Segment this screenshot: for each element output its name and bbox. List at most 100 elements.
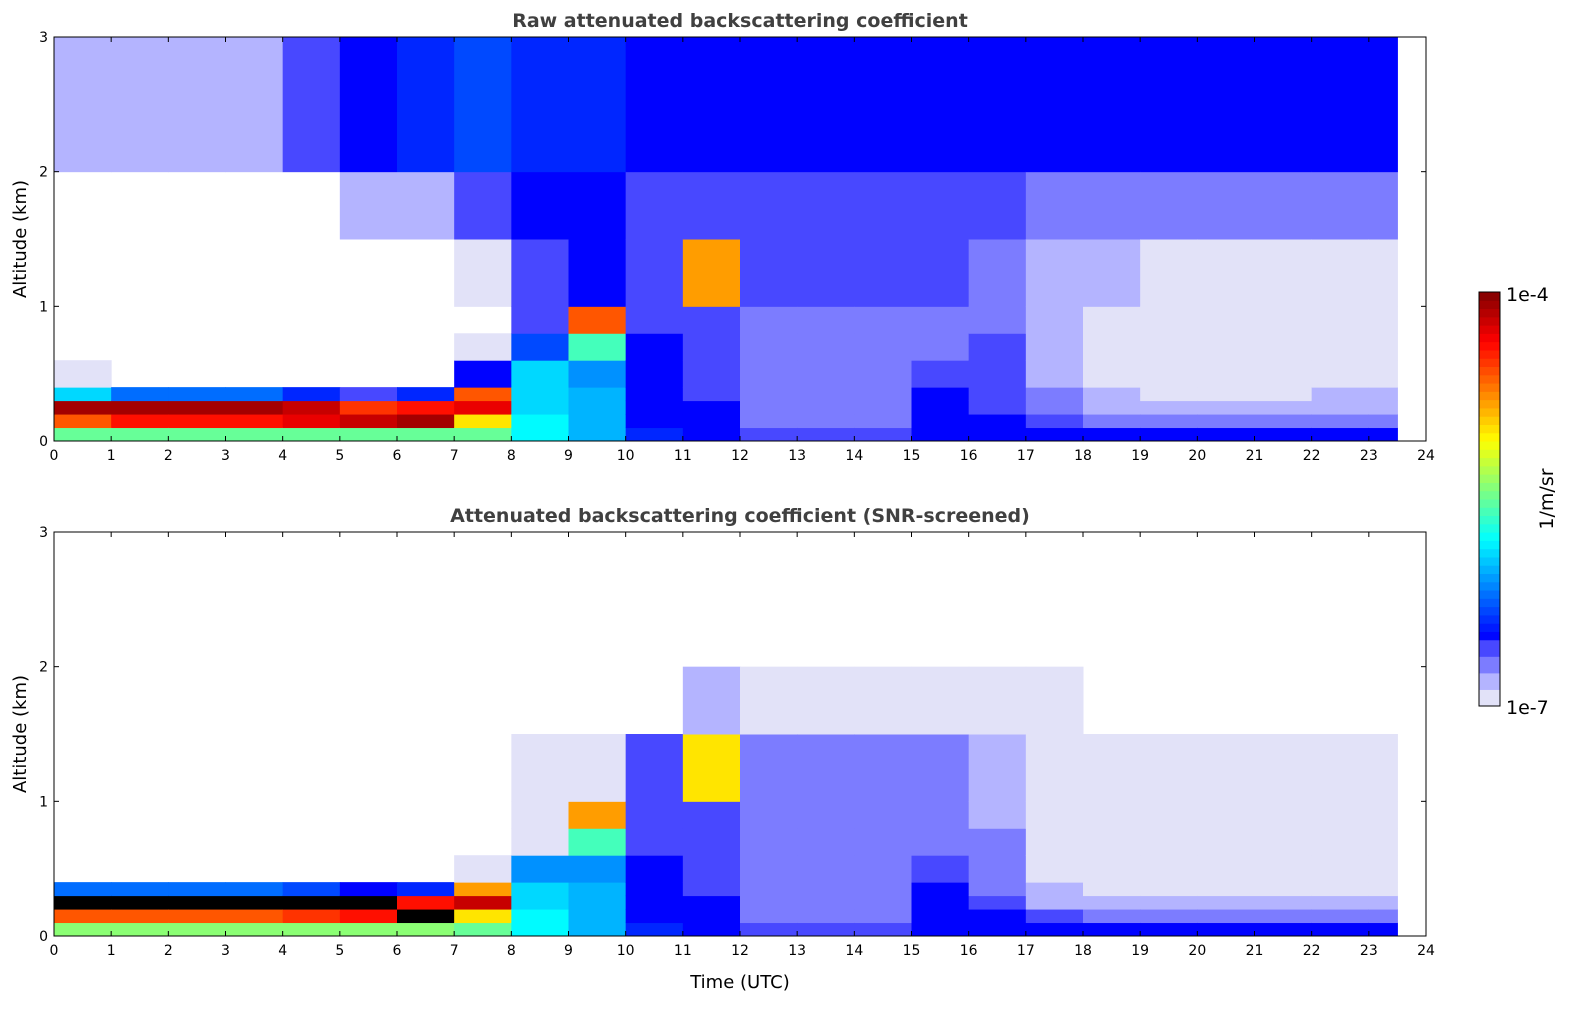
heatmap-cell: [1083, 414, 1141, 429]
heatmap-cell: [682, 171, 741, 240]
heatmap-cell: [682, 37, 741, 173]
heatmap-cell: [54, 427, 112, 442]
heatmap-cell: [168, 400, 226, 415]
heatmap-cell: [1197, 37, 1255, 173]
y-tick-label: 0: [39, 929, 48, 945]
heatmap-cell: [682, 855, 741, 883]
heatmap-cell: [511, 909, 569, 924]
heatmap-cell: [1254, 333, 1313, 361]
colorbar-segment: [1479, 432, 1500, 442]
heatmap-cell: [339, 414, 398, 429]
heatmap-cell: [968, 333, 1027, 361]
heatmap-cell: [1140, 360, 1198, 388]
heatmap-cell: [1311, 360, 1370, 388]
heatmap-cell: [511, 239, 569, 307]
heatmap-cell: [54, 37, 112, 173]
heatmap-cell: [740, 306, 798, 334]
heatmap-cell: [854, 360, 912, 388]
colorbar-segment: [1479, 515, 1500, 525]
x-tick-label: 6: [393, 448, 402, 464]
colorbar-segment: [1479, 457, 1500, 467]
heatmap-cell: [111, 895, 169, 910]
colorbar-segment: [1479, 465, 1500, 475]
heatmap-cell: [1254, 427, 1313, 442]
heatmap-cell: [111, 909, 169, 924]
heatmap-cell: [1368, 333, 1398, 361]
heatmap-cell: [168, 414, 226, 429]
colorbar-segment: [1479, 523, 1500, 533]
heatmap-cell: [797, 387, 855, 402]
heatmap-cell: [625, 306, 684, 334]
heatmap-cell: [1368, 828, 1398, 856]
x-tick-label: 7: [450, 943, 459, 959]
x-tick-label: 9: [564, 943, 573, 959]
y-axis-label: Altitude (km): [10, 180, 31, 298]
colorbar-segment: [1479, 664, 1500, 674]
heatmap-cell: [797, 922, 855, 937]
x-tick-label: 20: [1188, 943, 1206, 959]
heatmap-cell: [1368, 909, 1398, 924]
heatmap-cell: [797, 333, 855, 361]
heatmap-cell: [797, 37, 855, 173]
heatmap-cell: [854, 734, 912, 802]
heatmap-cell: [511, 171, 569, 240]
heatmap-cell: [625, 333, 684, 361]
heatmap-cell: [454, 414, 512, 429]
x-tick-label: 12: [731, 943, 749, 959]
heatmap-cell: [568, 734, 627, 802]
heatmap-cell: [168, 882, 226, 897]
heatmap-cell: [397, 171, 455, 240]
heatmap-cell: [854, 922, 912, 937]
heatmap-cell: [911, 333, 970, 361]
colorbar-segment: [1479, 623, 1500, 632]
x-tick-label: 15: [903, 943, 921, 959]
heatmap-cell: [1140, 387, 1198, 402]
colorbar-segment: [1479, 474, 1500, 483]
heatmap-cell: [1311, 801, 1370, 829]
heatmap-cell: [568, 922, 627, 937]
heatmap-cell: [854, 427, 912, 442]
heatmap-cell: [1254, 882, 1313, 897]
colorbar-segment: [1479, 639, 1500, 649]
heatmap-cell: [511, 400, 569, 415]
heatmap-cell: [568, 171, 627, 240]
heatmap-cell: [454, 239, 512, 307]
heatmap-cell: [397, 882, 455, 897]
heatmap-cell: [568, 414, 627, 429]
colorbar-segment: [1479, 606, 1500, 616]
heatmap-cell: [625, 828, 684, 856]
heatmap-cell: [854, 400, 912, 415]
heatmap-cell: [1197, 801, 1255, 829]
x-tick-label: 14: [845, 448, 863, 464]
heatmap-cell: [740, 333, 798, 361]
heatmap-cell: [854, 333, 912, 361]
heatmap-cell: [797, 828, 855, 856]
heatmap-cell: [625, 734, 684, 802]
colorbar-segment: [1479, 631, 1500, 641]
colorbar: 1e-4 1e-7 1/m/sr: [1478, 284, 1558, 719]
heatmap-cell: [1311, 909, 1370, 924]
heatmap-cell: [454, 360, 512, 388]
heatmap-cell: [225, 895, 284, 910]
heatmap-cell: [225, 922, 284, 937]
heatmap-cell: [1311, 387, 1370, 402]
x-axis-label: Time (UTC): [689, 972, 790, 993]
heatmap-cell: [1140, 427, 1198, 442]
heatmap-cell: [111, 882, 169, 897]
heatmap-cell: [1311, 37, 1370, 173]
x-tick-label: 22: [1303, 943, 1321, 959]
heatmap-cell: [511, 801, 569, 829]
x-tick-label: 17: [1017, 448, 1035, 464]
x-tick-label: 3: [221, 943, 230, 959]
heatmap-cell: [1197, 882, 1255, 897]
heatmap-cell: [168, 909, 226, 924]
heatmap-cell: [397, 427, 455, 442]
heatmap-cell: [1368, 171, 1398, 240]
heatmap-cell: [854, 414, 912, 429]
heatmap-cell: [282, 427, 341, 442]
heatmap-cell: [968, 855, 1027, 883]
heatmap-cell: [511, 828, 569, 856]
heatmap-cell: [111, 37, 169, 173]
heatmap-cell: [1140, 734, 1198, 802]
heatmap-cell: [1254, 801, 1313, 829]
